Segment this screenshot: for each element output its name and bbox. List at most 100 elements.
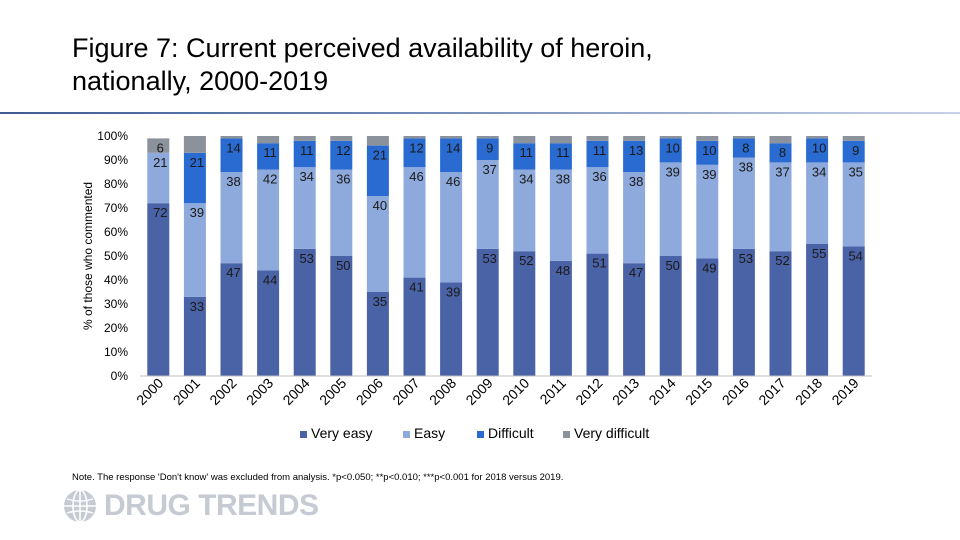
legend-swatch	[563, 431, 570, 438]
bar-segment-difficult	[769, 143, 792, 163]
data-label: 8	[779, 145, 786, 160]
data-label: 40	[373, 198, 387, 213]
data-label: 55	[812, 246, 826, 261]
data-label: 34	[812, 164, 826, 179]
bar-segment-easy	[293, 167, 316, 249]
bar-segment-very-easy	[183, 296, 206, 376]
bar-segment-very-difficult	[330, 136, 353, 141]
x-tick-label: 2017	[755, 375, 788, 408]
bar-segment-very-difficult	[476, 136, 499, 139]
title-divider	[0, 112, 960, 114]
y-tick-label: 60%	[104, 225, 128, 239]
data-label: 48	[556, 263, 570, 278]
bar-segment-difficult	[806, 138, 829, 163]
bar-segment-very-easy	[330, 256, 353, 376]
data-label: 38	[739, 160, 753, 175]
y-tick-label: 100%	[97, 129, 128, 143]
y-axis-label: % of those who commented	[81, 182, 95, 330]
bar-segment-very-difficult	[732, 136, 755, 139]
bar-segment-difficult	[330, 140, 353, 170]
bar-segment-very-difficult	[293, 136, 316, 141]
bar-segment-difficult	[842, 140, 865, 163]
data-label: 39	[665, 164, 679, 179]
bar-segment-very-difficult	[769, 136, 792, 144]
x-tick-label: 2018	[792, 375, 825, 408]
x-tick-label: 2006	[353, 375, 386, 408]
bar-segment-very-difficult	[842, 136, 865, 141]
data-label: 13	[629, 143, 643, 158]
y-tick-label: 20%	[104, 321, 128, 335]
data-label: 53	[739, 251, 753, 266]
bar-segment-very-difficult	[623, 136, 646, 141]
bar-segment-difficult	[476, 138, 499, 160]
bar-segment-very-difficult	[220, 136, 243, 139]
bar-segment-difficult	[623, 140, 646, 172]
data-label: 11	[300, 143, 314, 158]
data-label: 38	[556, 172, 570, 187]
chart-title: Figure 7: Current perceived availability…	[72, 32, 932, 98]
legend: Very easy Easy Difficult Very difficult	[300, 425, 649, 441]
x-tick-label: 2019	[828, 375, 861, 408]
bar-segment-easy	[403, 167, 426, 278]
x-tick-label: 2001	[170, 375, 203, 408]
data-label: 14	[226, 140, 240, 155]
bar-segment-very-difficult	[257, 136, 280, 144]
bar-segment-difficult	[257, 143, 280, 170]
bar-segment-very-easy	[366, 292, 389, 376]
bar-segment-easy	[183, 203, 206, 297]
data-label: 53	[299, 251, 313, 266]
bar-segment-easy	[696, 164, 719, 259]
y-tick-label: 40%	[104, 273, 128, 287]
data-label: 49	[702, 260, 716, 275]
bar-segment-very-easy	[659, 256, 682, 376]
bar-segment-easy	[806, 162, 829, 244]
x-tick-label: 2011	[536, 375, 569, 408]
data-label: 11	[556, 145, 570, 160]
data-label: 36	[592, 169, 606, 184]
bar-segment-difficult	[403, 138, 426, 168]
legend-label: Difficult	[488, 425, 534, 441]
bar-segment-difficult	[732, 138, 755, 158]
data-label: 42	[263, 172, 277, 187]
bar-segment-very-easy	[696, 258, 719, 376]
legend-label: Easy	[414, 425, 445, 441]
data-label: 35	[373, 294, 387, 309]
x-tick-label: 2004	[279, 375, 312, 408]
data-label: 37	[482, 162, 496, 177]
legend-swatch	[477, 431, 484, 438]
bar-segment-very-difficult	[586, 136, 609, 141]
bar-segment-very-easy	[257, 270, 280, 376]
data-label: 12	[336, 143, 350, 158]
bar-segment-very-easy	[403, 277, 426, 376]
bar-segment-difficult	[696, 140, 719, 165]
bar-segment-very-difficult	[549, 136, 572, 144]
x-tick-label: 2003	[243, 375, 276, 408]
data-label: 51	[592, 256, 606, 271]
bars: 7221633392147381444421153341150361235402…	[147, 136, 865, 376]
x-tick-label: 2009	[462, 375, 495, 408]
data-label: 39	[446, 284, 460, 299]
data-label: 8	[742, 140, 749, 155]
x-tick-label: 2015	[682, 375, 715, 408]
bar-segment-easy	[476, 160, 499, 249]
bar-segment-very-easy	[769, 251, 792, 376]
stacked-bar-chart: 0%10%20%30%40%50%60%70%80%90%100% 722163…	[81, 129, 872, 441]
data-label: 6	[157, 140, 164, 155]
bar-segment-very-difficult	[513, 136, 536, 144]
bar-segment-easy	[549, 169, 572, 261]
x-tick-label: 2016	[719, 375, 752, 408]
data-label: 38	[629, 174, 643, 189]
data-label: 10	[702, 143, 716, 158]
bar-segment-very-difficult	[403, 136, 426, 139]
data-label: 37	[775, 164, 789, 179]
data-label: 9	[486, 140, 493, 155]
data-label: 50	[665, 258, 679, 273]
legend-swatch	[403, 431, 410, 438]
y-tick-label: 70%	[104, 201, 128, 215]
bar-segment-difficult	[220, 138, 243, 172]
data-label: 33	[190, 299, 204, 314]
footnote: Note. The response 'Don't know' was excl…	[72, 472, 564, 483]
y-tick-label: 0%	[111, 369, 129, 383]
data-label: 52	[519, 253, 533, 268]
x-axis: 2000 2001 2002 2003 2004 2005 2006 2007 2008 2009…	[133, 375, 872, 408]
